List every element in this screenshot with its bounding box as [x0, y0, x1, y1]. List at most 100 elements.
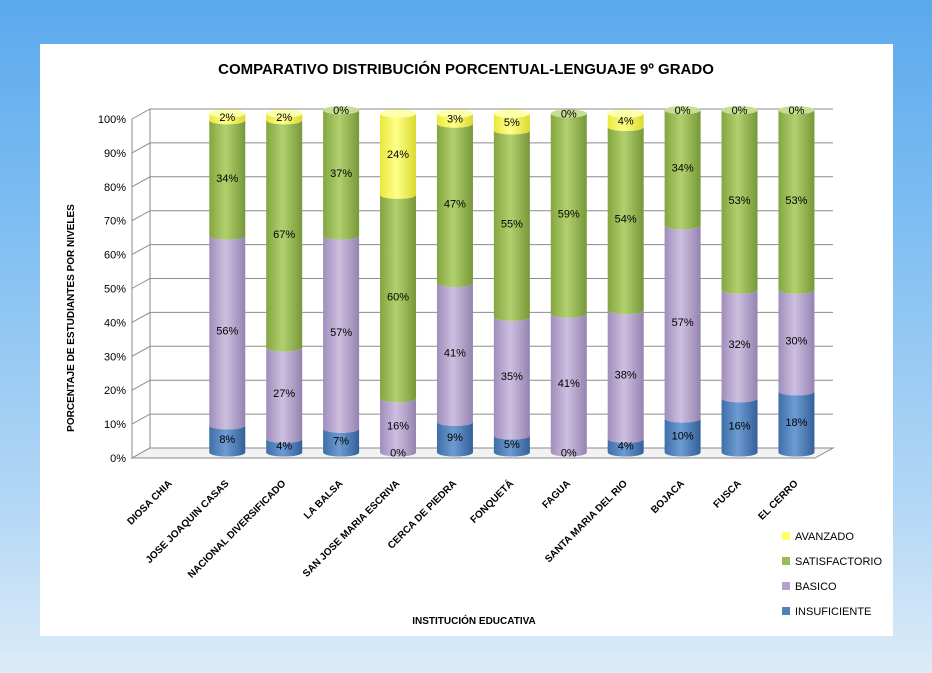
data-label: 9% — [447, 432, 463, 444]
gridline — [131, 244, 833, 256]
y-tick-label: 70% — [104, 216, 126, 228]
data-label: 57% — [672, 317, 694, 329]
y-tick-label: 50% — [104, 284, 126, 296]
legend-swatch — [782, 532, 790, 540]
data-label: 10% — [672, 431, 694, 443]
gridline — [131, 176, 833, 188]
legend-swatch — [782, 607, 790, 615]
data-label: 27% — [273, 388, 295, 400]
data-label: 7% — [333, 436, 349, 448]
x-tick-label: LA BALSA — [302, 478, 345, 521]
gridline — [131, 311, 833, 323]
bar-segment-satisfactorio — [607, 127, 644, 315]
bar-segment-top — [493, 109, 530, 118]
gridline — [131, 210, 833, 222]
data-label: 0% — [732, 105, 748, 117]
x-axis-title: INSTITUCIÓN EDUCATIVA — [412, 614, 536, 627]
data-label: 16% — [387, 420, 409, 432]
y-tick-labels: 0% 10% 20% 30% 40% 50% 60% 70% 80% 90% 100% — [98, 114, 126, 465]
bar-segment-satisfactorio — [436, 123, 473, 287]
bar-segment-insuficiente — [721, 398, 758, 457]
gridline — [131, 379, 833, 391]
y-tick-label: 40% — [104, 317, 126, 329]
bar-segment-top — [550, 109, 587, 118]
x-tick-label: BOJACA — [649, 478, 687, 516]
data-label: 53% — [785, 195, 807, 207]
data-label: 56% — [216, 325, 238, 337]
gridline — [131, 413, 833, 425]
bar-segment-basico — [493, 316, 530, 440]
bar-segment-insuficiente — [493, 435, 530, 457]
bar-segment-satisfactorio — [380, 194, 417, 403]
data-label: 18% — [785, 417, 807, 429]
data-label: 37% — [330, 168, 352, 180]
bar-segment-insuficiente — [209, 425, 246, 457]
data-label: 60% — [387, 292, 409, 304]
data-label: 0% — [788, 105, 804, 117]
x-tick-label: SAN JOSE MARIA ESCRIVA — [301, 478, 402, 579]
bar-segment-top — [323, 106, 360, 115]
bar-segment-insuficiente — [664, 418, 701, 457]
y-tick-label: 20% — [104, 385, 126, 397]
bar-segment-basico — [664, 225, 701, 423]
data-label: 35% — [501, 371, 523, 383]
bar-segment-satisfactorio — [209, 120, 246, 240]
bar-segment-insuficiente — [266, 438, 303, 457]
bar-segment-top — [607, 109, 644, 118]
bar-segment-basico — [266, 347, 303, 443]
gridline — [131, 278, 833, 289]
x-tick-label: EL CERRO — [756, 478, 800, 522]
bar-segment-satisfactorio — [721, 110, 758, 294]
bar-segment-avanzado — [493, 113, 530, 135]
data-label: 5% — [504, 117, 520, 129]
bar-segment-satisfactorio — [323, 110, 360, 240]
x-tick-label: NACIONAL DIVERSIFICADO — [186, 478, 288, 580]
data-label: 57% — [330, 327, 352, 339]
bar-segment-avanzado — [607, 113, 644, 132]
bar-segment-satisfactorio — [550, 113, 587, 318]
bar-segment-insuficiente — [323, 428, 360, 457]
bar-segment-basico — [550, 313, 587, 457]
legend-swatch — [782, 582, 790, 590]
data-label: 34% — [672, 163, 694, 175]
chart-title: COMPARATIVO DISTRIBUCIÓN PORCENTUAL-LENG… — [218, 60, 714, 78]
legend-label: AVANZADO — [795, 531, 854, 543]
bar-segment-basico — [436, 283, 473, 426]
legend-label: INSUFICIENTE — [795, 606, 871, 618]
data-label: 8% — [219, 434, 235, 446]
legend-label: SATISFACTORIO — [795, 556, 882, 568]
chart-frame: COMPARATIVO DISTRIBUCIÓN PORCENTUAL-LENG… — [40, 44, 893, 636]
legend-swatch — [782, 557, 790, 565]
x-tick-label: FONQUETÁ — [467, 477, 516, 526]
bar-segment-basico — [323, 235, 360, 433]
x-tick-label: FUSCA — [712, 478, 744, 510]
data-label: 0% — [561, 448, 577, 460]
bar-segment-satisfactorio — [778, 110, 815, 294]
data-label: 4% — [276, 441, 292, 453]
gridline — [131, 345, 833, 357]
bar-segment-avanzado — [436, 113, 473, 128]
data-label: 5% — [504, 439, 520, 451]
data-label: 38% — [615, 370, 637, 382]
data-label: 59% — [558, 209, 580, 221]
bar-segment-avanzado — [266, 113, 303, 125]
bar-segment-top — [664, 106, 701, 115]
bar-segment-top — [436, 109, 473, 118]
data-label: 2% — [219, 112, 235, 124]
data-label: 0% — [675, 105, 691, 117]
y-tick-label: 0% — [110, 453, 126, 465]
y-tick-label: 30% — [104, 351, 126, 363]
data-label: 53% — [729, 195, 751, 207]
x-tick-label: DIOSA CHIA — [125, 478, 174, 527]
y-axis-title: PORCENTAJE DE ESTUDIANTES POR NIVELES — [66, 204, 77, 432]
bar-segment-basico — [778, 289, 815, 396]
bar-segment-avanzado — [380, 113, 417, 199]
bar-segment-satisfactorio — [664, 110, 701, 230]
data-label: 41% — [558, 378, 580, 390]
y-tick-label: 10% — [104, 419, 126, 431]
data-label: 32% — [729, 339, 751, 351]
bar-segment-satisfactorio — [493, 130, 530, 321]
bar-segment-avanzado — [209, 113, 246, 125]
bar-segment-insuficiente — [607, 438, 644, 457]
